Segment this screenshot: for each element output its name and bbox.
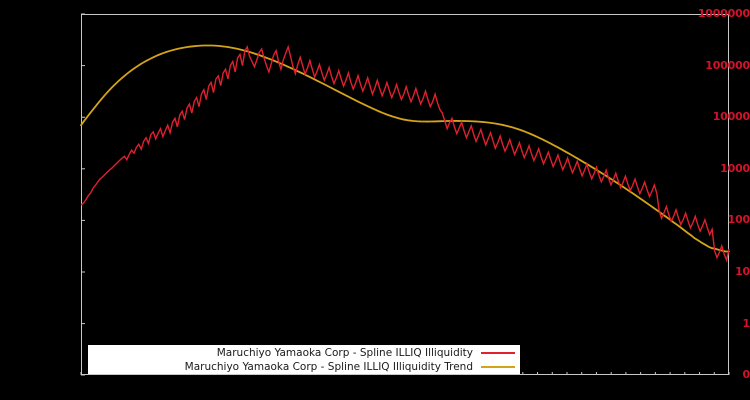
legend-label: Maruchiyo Yamaoka Corp - Spline ILLIQ Il…	[216, 346, 473, 359]
legend-label: Maruchiyo Yamaoka Corp - Spline ILLIQ Il…	[184, 360, 473, 373]
y-axis-tick-label: 100	[727, 213, 750, 227]
y-axis-tick-label: 1000	[720, 161, 750, 175]
y-axis-tick-label: 1	[742, 316, 750, 330]
legend-item: Maruchiyo Yamaoka Corp - Spline ILLIQ Il…	[88, 346, 520, 360]
y-axis-tick-label: 0	[742, 368, 750, 381]
y-axis-tick-label: 100000	[705, 58, 750, 72]
axis-ticks	[80, 13, 730, 376]
trend-line-series	[80, 44, 730, 253]
illiquidity-line-series	[80, 44, 730, 263]
y-axis-tick-label: 1000000	[697, 7, 750, 20]
y-axis-tick-label: 10	[735, 265, 750, 278]
legend-color-swatch	[481, 365, 515, 368]
legend-item: Maruchiyo Yamaoka Corp - Spline ILLIQ Il…	[88, 360, 520, 374]
legend-color-swatch	[481, 351, 515, 354]
chart-legend[interactable]: Maruchiyo Yamaoka Corp - Spline ILLIQ Il…	[88, 345, 520, 374]
y-axis-tick-label: 10000	[712, 110, 750, 124]
